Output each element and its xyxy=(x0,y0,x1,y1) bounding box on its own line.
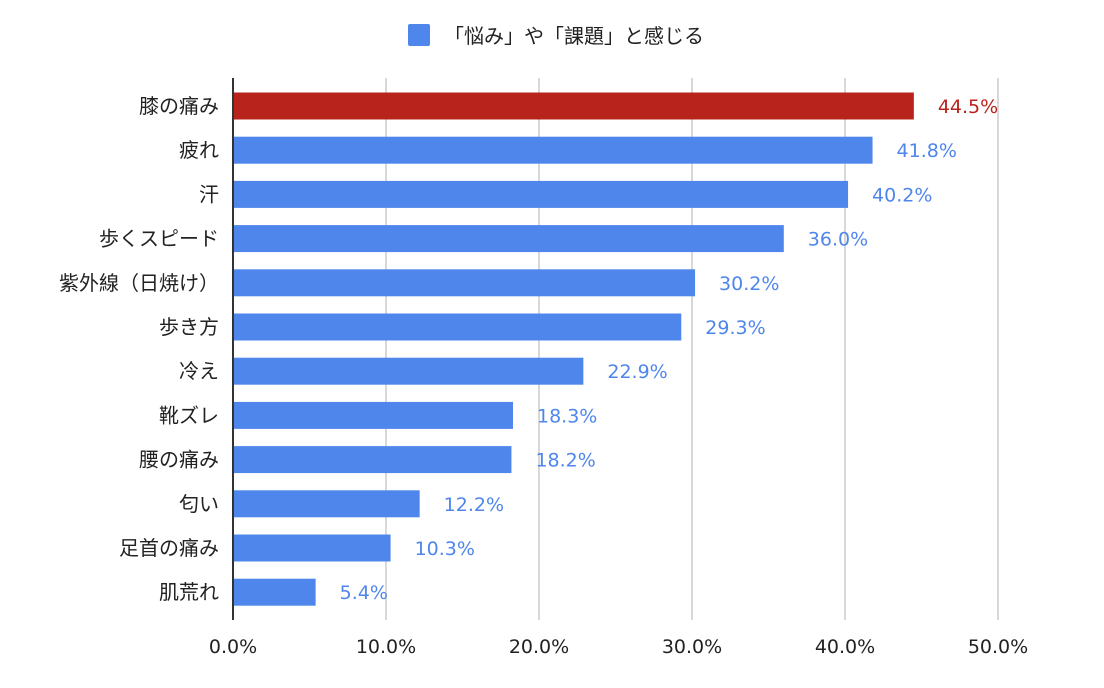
data-label: 44.5% xyxy=(938,96,998,118)
bar xyxy=(233,446,512,474)
bar xyxy=(233,136,873,164)
x-tick-label: 20.0% xyxy=(509,636,569,658)
legend-swatch xyxy=(408,23,430,46)
x-tick-label: 10.0% xyxy=(356,636,416,658)
category-label: 足首の痛み xyxy=(119,536,219,560)
category-label: 歩き方 xyxy=(159,315,219,339)
data-label: 22.9% xyxy=(607,361,667,383)
category-label: 腰の痛み xyxy=(139,448,219,472)
data-label: 5.4% xyxy=(340,582,388,604)
data-label: 41.8% xyxy=(897,140,957,162)
category-label: 紫外線（日焼け） xyxy=(59,271,219,295)
bar xyxy=(233,92,914,120)
category-label: 汗 xyxy=(199,182,219,206)
x-tick-label: 50.0% xyxy=(968,636,1028,658)
bar xyxy=(233,180,849,208)
x-tick-label: 0.0% xyxy=(209,636,257,658)
category-label: 膝の痛み xyxy=(139,94,219,118)
data-label: 18.3% xyxy=(537,405,597,427)
data-label: 29.3% xyxy=(705,317,765,339)
bar xyxy=(233,534,391,562)
bar xyxy=(233,578,316,606)
bar xyxy=(233,269,696,297)
data-label: 18.2% xyxy=(535,450,595,472)
bar xyxy=(233,313,682,341)
data-label: 12.2% xyxy=(444,494,504,516)
category-label: 冷え xyxy=(179,359,219,383)
category-label: 匂い xyxy=(179,492,219,516)
bar xyxy=(233,225,784,253)
data-label: 10.3% xyxy=(415,538,475,560)
category-label: 疲れ xyxy=(179,138,219,162)
legend-label: 「悩み」や「課題」と感じる xyxy=(444,24,704,48)
bar xyxy=(233,490,420,518)
data-label: 36.0% xyxy=(808,229,868,251)
category-label: 歩くスピード xyxy=(99,227,219,251)
category-label: 肌荒れ xyxy=(159,580,219,604)
category-label: 靴ズレ xyxy=(159,403,219,427)
bar xyxy=(233,357,584,385)
bar xyxy=(233,401,513,429)
x-tick-label: 30.0% xyxy=(662,636,722,658)
data-label: 40.2% xyxy=(872,184,932,206)
x-tick-label: 40.0% xyxy=(815,636,875,658)
legend: 「悩み」や「課題」と感じる xyxy=(408,20,704,49)
data-label: 30.2% xyxy=(719,273,779,295)
